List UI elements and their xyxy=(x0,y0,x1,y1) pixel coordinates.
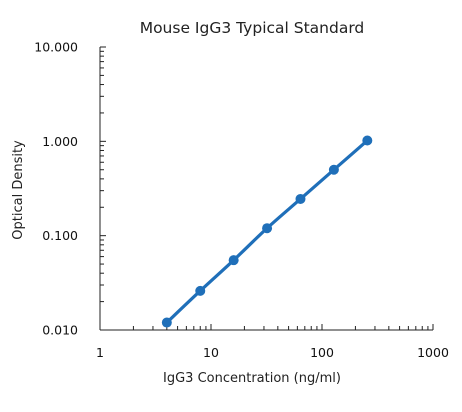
chart-title: Mouse IgG3 Typical Standard xyxy=(140,19,365,37)
y-tick-label: 1.000 xyxy=(42,134,78,149)
y-axis-label: Optical Density xyxy=(11,140,26,240)
series xyxy=(161,135,373,328)
y-tick-label: 10.000 xyxy=(34,40,78,55)
data-point xyxy=(362,135,373,146)
y-tick-label: 0.010 xyxy=(42,323,78,338)
ticks xyxy=(99,46,434,331)
x-tick-label: 1 xyxy=(96,345,104,360)
y-tick-label: 0.100 xyxy=(42,228,78,243)
data-point xyxy=(228,255,239,266)
x-tick-label: 10 xyxy=(203,345,219,360)
data-point xyxy=(161,317,172,328)
tick-labels: 1 10 100 1000 0.010 0.100 1.000 10.000 xyxy=(34,40,449,361)
data-point xyxy=(195,285,206,296)
x-axis-label: IgG3 Concentration (ng/ml) xyxy=(163,371,341,386)
data-point xyxy=(295,193,306,204)
x-tick-label: 1000 xyxy=(417,345,449,360)
data-point xyxy=(262,223,273,234)
x-tick-label: 100 xyxy=(310,345,334,360)
data-point xyxy=(328,164,339,175)
axes xyxy=(99,47,433,331)
